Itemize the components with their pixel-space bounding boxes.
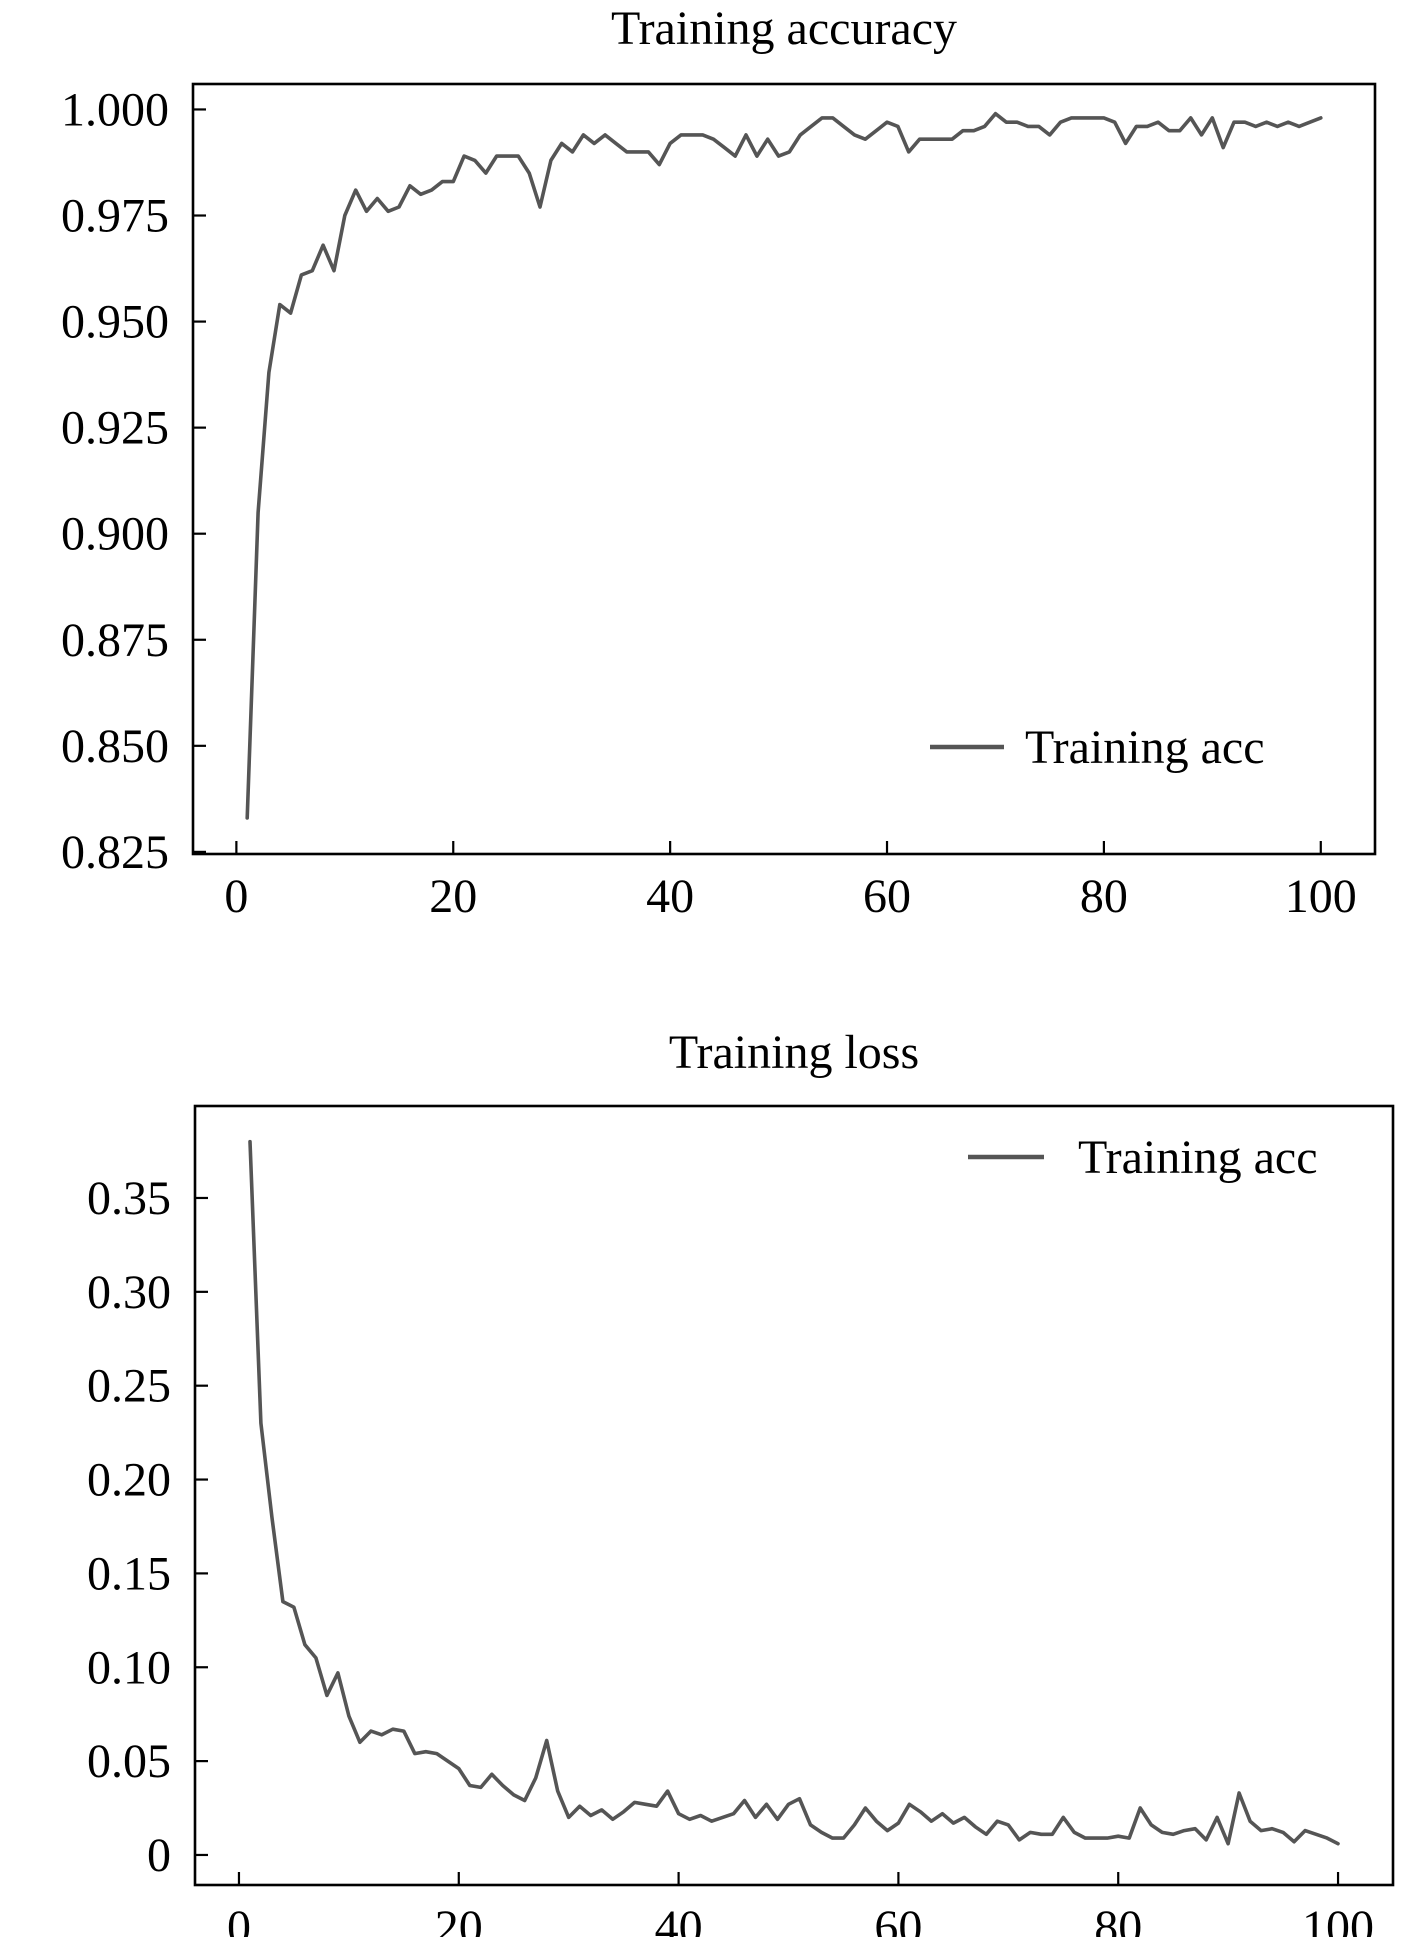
accuracy-y-tick-label: 1.000 <box>61 83 169 136</box>
accuracy-chart-title: Training accuracy <box>611 2 957 55</box>
accuracy-y-tick-label: 0.850 <box>61 720 169 773</box>
accuracy-x-tick-label: 0 <box>224 870 248 923</box>
loss-y-tick-label: 0.35 <box>87 1172 171 1225</box>
accuracy-legend-label: Training acc <box>1025 721 1265 774</box>
accuracy-y-tick-label: 0.925 <box>61 402 169 455</box>
loss-y-tick-label: 0.30 <box>87 1266 171 1319</box>
accuracy-legend: Training acc <box>930 721 1265 774</box>
loss-y-tick-label: 0.05 <box>87 1735 171 1788</box>
accuracy-chart-panel: Training accuracy 0 20 40 60 80 100 0.825 0.850 0… <box>61 2 1377 923</box>
accuracy-x-tick-label: 40 <box>646 870 694 923</box>
loss-legend: Training acc <box>968 1131 1318 1184</box>
loss-y-tick-label: 0.25 <box>87 1360 171 1413</box>
accuracy-y-tick-label: 0.825 <box>61 826 169 879</box>
loss-y-tick-label: 0.20 <box>87 1454 171 1507</box>
accuracy-y-tick-label: 0.875 <box>61 614 169 667</box>
accuracy-x-tick-label: 60 <box>863 870 911 923</box>
accuracy-plot-frame <box>191 82 1377 856</box>
loss-x-tick-label: 0 <box>227 1901 251 1937</box>
accuracy-y-tick-label: 0.950 <box>61 296 169 349</box>
loss-y-tick-label: 0 <box>147 1829 171 1882</box>
loss-x-tick-label: 20 <box>435 1901 483 1937</box>
loss-y-tick-label: 0.15 <box>87 1547 171 1600</box>
loss-x-tick-label: 80 <box>1094 1901 1142 1937</box>
loss-x-tick-label: 40 <box>655 1901 703 1937</box>
loss-series-line <box>248 1139 1340 1846</box>
accuracy-series-line <box>245 111 1323 820</box>
accuracy-x-tick-label: 80 <box>1080 870 1128 923</box>
accuracy-y-tick-label: 0.900 <box>61 508 169 561</box>
accuracy-y-tick-label: 0.975 <box>61 190 169 243</box>
loss-x-tick-label: 100 <box>1302 1901 1374 1937</box>
loss-chart-panel: Training loss 0 20 40 60 80 100 0 0.05 0.10 0.15 0.… <box>87 1026 1395 1937</box>
loss-x-tick-label: 60 <box>874 1901 922 1937</box>
loss-plot-frame <box>193 1104 1395 1887</box>
loss-y-tick-label: 0.10 <box>87 1641 171 1694</box>
accuracy-x-tick-label: 20 <box>429 870 477 923</box>
loss-chart-title: Training loss <box>669 1026 919 1079</box>
accuracy-x-tick-label: 100 <box>1285 870 1357 923</box>
loss-legend-label: Training acc <box>1078 1131 1318 1184</box>
